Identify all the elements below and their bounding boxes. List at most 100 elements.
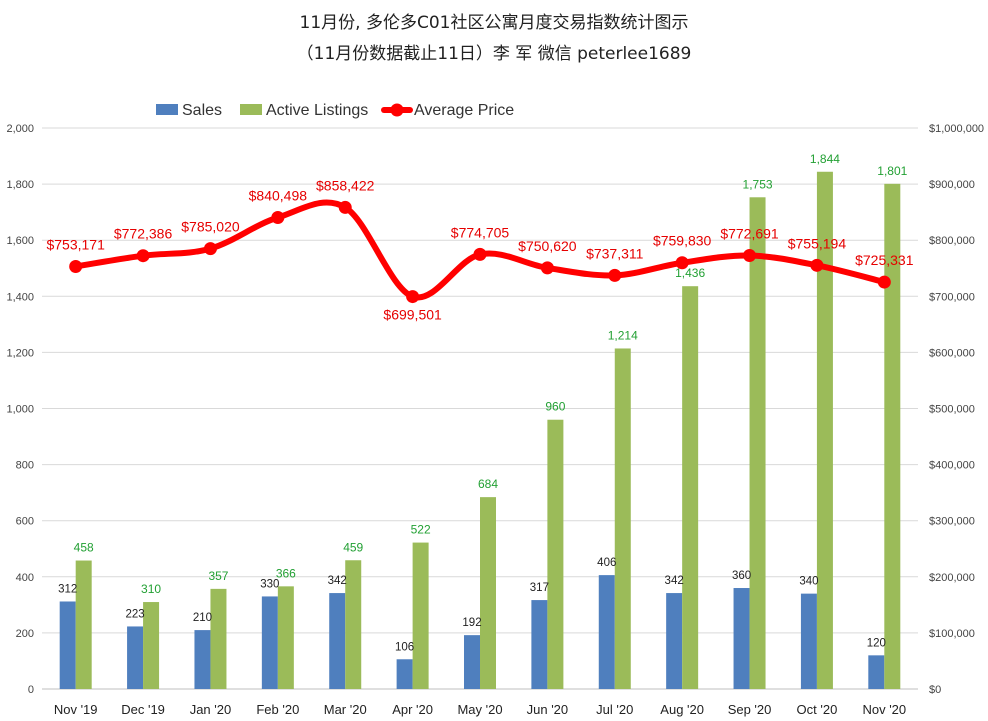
legend-swatch-active-listings [240, 104, 262, 115]
sales-bar [598, 575, 615, 689]
active-listings-value-label: 522 [411, 523, 431, 537]
active-listings-bar [480, 497, 496, 689]
legend: Sales Active Listings Average Price [156, 102, 514, 119]
active-listings-value-label: 458 [74, 541, 94, 555]
active-listings-bar [143, 602, 160, 689]
active-listings-value-label: 1,436 [675, 266, 705, 280]
average-price-value-label: $759,830 [653, 233, 712, 249]
x-tick-label: Mar '20 [324, 702, 367, 717]
sales-bar [396, 659, 413, 689]
x-axis-ticks: Nov '19 Dec '19 Jan '20 Feb '20 Mar '20 Apr '… [54, 702, 906, 717]
legend-label-average-price: Average Price [414, 102, 514, 119]
average-price-marker [608, 268, 622, 282]
average-price-marker [675, 256, 689, 270]
active-listings-value-label: 1,214 [608, 328, 638, 342]
right-tick-label: $600,000 [929, 347, 975, 359]
average-price-labels: $753,171 $772,386 $785,020 $840,498 $858,422… [46, 177, 913, 322]
average-price-marker [540, 261, 554, 275]
left-tick-label: 600 [16, 516, 34, 528]
average-price-marker [136, 249, 150, 263]
average-price-marker [406, 290, 420, 304]
right-tick-label: $400,000 [929, 460, 975, 472]
sales-value-label: 342 [665, 575, 684, 587]
sales-bar [261, 596, 278, 689]
left-tick-label: 1,800 [6, 179, 34, 191]
active-listings-bar [682, 286, 699, 689]
average-price-value-label: $840,498 [249, 187, 308, 203]
active-listings-bar [412, 542, 429, 689]
average-price-marker [743, 249, 757, 263]
average-price-value-label: $772,691 [720, 226, 779, 242]
bar-series [59, 171, 901, 689]
legend-label-sales: Sales [182, 102, 222, 119]
right-tick-label: $300,000 [929, 516, 975, 528]
sales-bar [127, 626, 144, 689]
x-tick-label: Oct '20 [797, 702, 838, 717]
right-axis-ticks: $0 $100,000 $200,000 $300,000 $400,000 $500,0… [929, 123, 984, 696]
left-tick-label: 400 [16, 572, 34, 584]
left-tick-label: 0 [28, 684, 34, 696]
sales-value-label: 120 [867, 637, 886, 649]
x-tick-label: Nov '19 [54, 702, 98, 717]
sales-bar [733, 588, 750, 689]
x-tick-label: Dec '19 [121, 702, 165, 717]
average-price-value-label: $737,311 [586, 245, 644, 261]
left-tick-label: 1,200 [6, 347, 34, 359]
left-tick-label: 2,000 [6, 123, 34, 135]
x-tick-label: Sep '20 [728, 702, 772, 717]
x-tick-label: Nov '20 [862, 702, 906, 717]
average-price-marker [271, 210, 285, 224]
x-tick-label: Jul '20 [596, 702, 633, 717]
left-tick-label: 1,400 [6, 291, 34, 303]
average-price-marker [338, 200, 352, 214]
active-listings-bar [345, 560, 362, 689]
active-listings-bar [614, 348, 631, 689]
average-price-value-label: $699,501 [383, 307, 442, 323]
sales-bar [531, 600, 548, 689]
right-tick-label: $900,000 [929, 179, 975, 191]
x-tick-label: Apr '20 [392, 702, 433, 717]
active-listings-bar [210, 588, 227, 689]
active-listings-value-label: 459 [343, 540, 363, 554]
sales-bar [666, 593, 683, 689]
x-tick-label: Jan '20 [190, 702, 232, 717]
legend-swatch-sales [156, 104, 178, 115]
sales-value-label: 192 [462, 617, 481, 629]
average-price-value-label: $750,620 [518, 238, 577, 254]
legend-marker-average-price [390, 103, 404, 117]
average-price-value-label: $774,705 [451, 224, 510, 240]
left-tick-label: 200 [16, 628, 34, 640]
active-listings-value-label: 1,801 [877, 164, 907, 178]
sales-value-label: 342 [328, 575, 347, 587]
sales-bar [464, 635, 480, 689]
right-tick-label: $0 [929, 684, 941, 696]
active-listings-bar [749, 197, 766, 689]
sales-bar [800, 593, 817, 689]
sales-bar [329, 593, 346, 689]
left-axis-ticks: 0 200 400 600 800 1,000 1,200 1,400 1,600 1,800 2,… [6, 123, 34, 696]
x-tick-label: Jun '20 [527, 702, 569, 717]
left-tick-label: 1,000 [6, 404, 34, 416]
sales-value-label: 312 [58, 583, 77, 595]
legend-label-active-listings: Active Listings [266, 102, 368, 119]
right-tick-label: $200,000 [929, 572, 975, 584]
x-tick-label: Feb '20 [256, 702, 299, 717]
sales-bar [868, 655, 885, 689]
average-price-value-label: $755,194 [788, 235, 847, 251]
right-tick-label: $100,000 [929, 628, 975, 640]
active-listings-value-label: 357 [208, 569, 228, 583]
left-tick-label: 800 [16, 460, 34, 472]
sales-value-label: 223 [125, 608, 144, 620]
average-price-value-label: $725,331 [855, 252, 914, 268]
left-tick-label: 1,600 [6, 235, 34, 247]
sales-value-label: 317 [530, 582, 549, 594]
sales-value-label: 340 [799, 576, 818, 588]
x-tick-label: May '20 [457, 702, 502, 717]
active-listings-value-label: 366 [276, 566, 296, 580]
average-price-marker [69, 259, 83, 273]
active-listings-bar [75, 560, 92, 689]
right-tick-label: $1,000,000 [929, 123, 984, 135]
sales-value-label: 360 [732, 570, 751, 582]
average-price-marker [810, 258, 824, 272]
